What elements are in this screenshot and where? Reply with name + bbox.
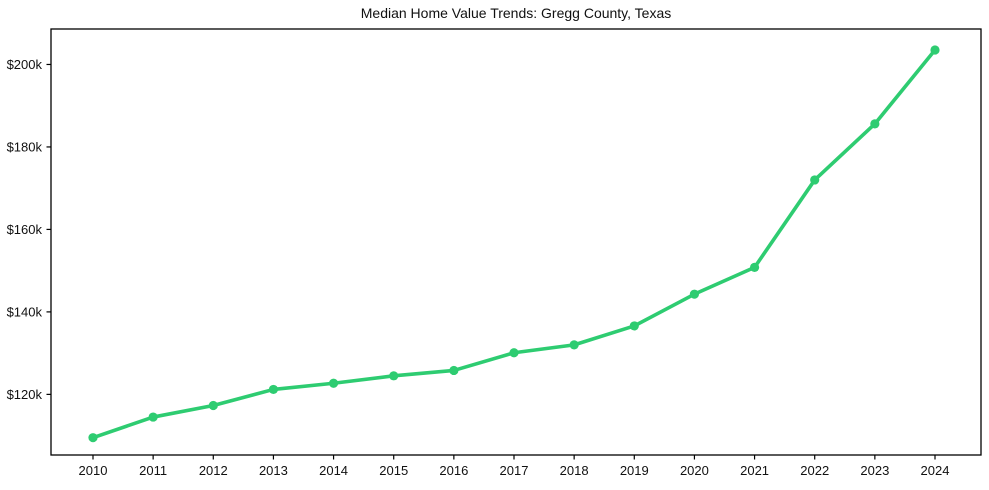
x-axis-tick-label: 2020: [680, 463, 709, 478]
x-axis-tick-label: 2011: [139, 463, 167, 478]
data-point-marker: [930, 45, 940, 55]
y-axis-tick-label: $120k: [7, 387, 43, 402]
plot-border: [50, 28, 982, 456]
data-point-marker: [569, 340, 579, 350]
x-axis-tick-label: 2017: [500, 463, 529, 478]
x-axis-tick-label: 2010: [79, 463, 108, 478]
data-point-marker: [208, 400, 218, 411]
chart-title: Median Home Value Trends: Gregg County, …: [360, 5, 672, 21]
data-point-marker: [268, 384, 279, 395]
data-point-marker: [88, 433, 98, 443]
x-axis-tick-label: 2018: [560, 463, 589, 478]
data-point-marker: [328, 378, 339, 388]
x-axis-tick-label: 2022: [800, 463, 829, 478]
y-axis-tick-label: $160k: [7, 222, 43, 237]
y-axis-tick-label: $180k: [7, 139, 43, 154]
x-axis-tick-label: 2016: [439, 463, 468, 478]
data-point-marker: [689, 289, 700, 299]
data-point-marker: [148, 412, 158, 422]
y-axis-tick-label: $200k: [7, 57, 43, 72]
x-axis-tick-label: 2023: [860, 463, 889, 478]
x-axis-tick-label: 2024: [921, 463, 950, 478]
data-point-marker: [389, 371, 399, 381]
data-point-marker: [810, 175, 820, 185]
data-point-marker: [509, 348, 519, 358]
data-point-marker: [749, 262, 760, 272]
trend-line: [91, 48, 937, 440]
y-axis-tick-label: $140k: [7, 304, 43, 319]
x-axis-tick-label: 2014: [319, 463, 348, 478]
data-point-marker: [629, 321, 639, 331]
data-point-marker: [449, 365, 459, 376]
data-point-marker: [870, 119, 880, 129]
x-axis-tick-label: 2012: [199, 463, 228, 478]
x-axis-tick-label: 2021: [740, 463, 769, 478]
x-axis-tick-label: 2019: [620, 463, 649, 478]
x-axis-tick-label: 2013: [259, 463, 288, 478]
x-axis-tick-label: 2015: [379, 463, 408, 478]
